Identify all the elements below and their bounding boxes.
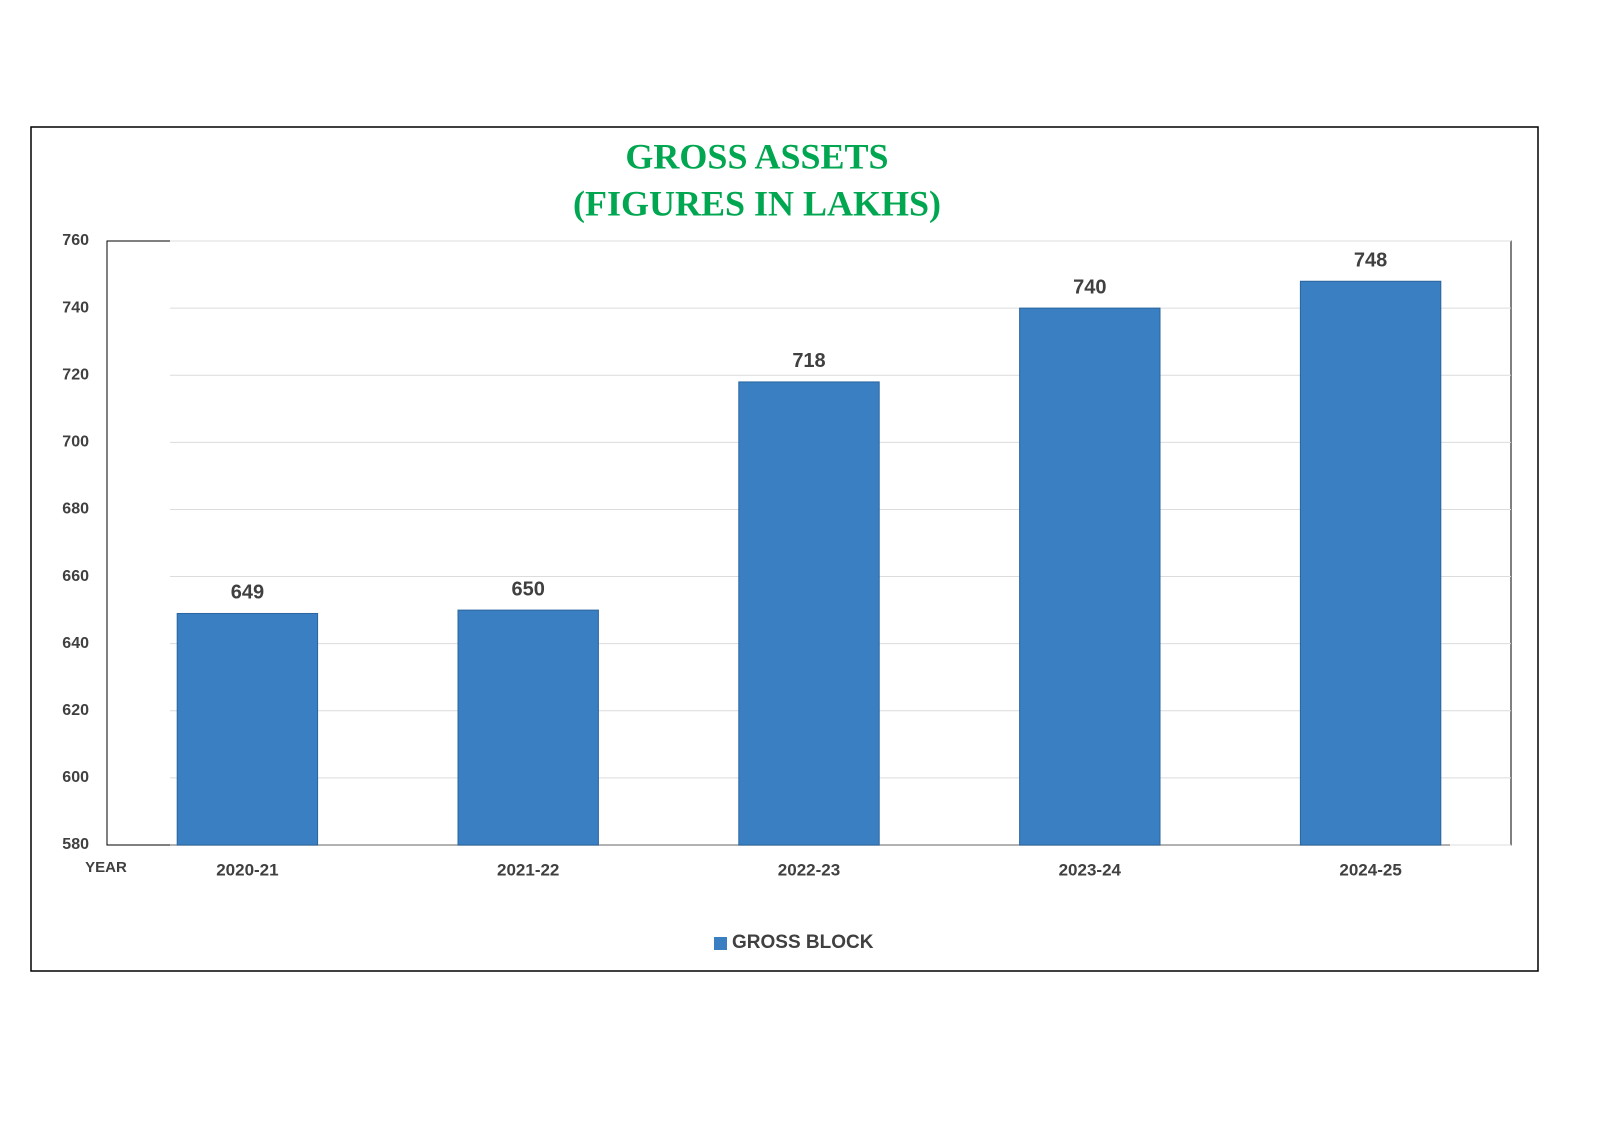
chart-title: GROSS ASSETS [625, 136, 888, 176]
data-label: 650 [512, 578, 545, 600]
y-tick-label: 620 [62, 702, 89, 719]
x-tick-label: 2023-24 [1059, 860, 1122, 879]
x-tick-label: 2024-25 [1339, 860, 1401, 879]
x-tick-label: 2021-22 [497, 860, 559, 879]
data-label: 649 [231, 582, 264, 604]
x-tick-label: 2020-21 [216, 860, 278, 879]
bar [1019, 307, 1161, 846]
y-tick-label: 680 [62, 501, 89, 518]
y-tick-label: 600 [62, 769, 89, 786]
chart-subtitle: (FIGURES IN LAKHS) [573, 183, 941, 223]
bar [176, 612, 319, 846]
y-tick-label: 720 [62, 366, 89, 383]
legend-swatch [714, 937, 727, 950]
y-tick-label: 640 [62, 635, 89, 652]
y-tick-label: 660 [62, 568, 89, 585]
y-tick-label: 700 [62, 434, 89, 451]
y-tick-label: 760 [62, 232, 89, 249]
y-tick-label: 580 [62, 836, 89, 853]
data-label: 740 [1073, 276, 1106, 298]
legend-label: GROSS BLOCK [732, 932, 874, 953]
bar [1299, 280, 1442, 846]
data-label: 748 [1354, 250, 1387, 272]
y-tick-label: 740 [62, 299, 89, 316]
bar [738, 381, 880, 846]
x-tick-label: 2022-23 [778, 860, 840, 879]
data-label: 718 [792, 350, 825, 372]
x-axis-label: YEAR [85, 859, 127, 876]
bar [457, 609, 599, 846]
